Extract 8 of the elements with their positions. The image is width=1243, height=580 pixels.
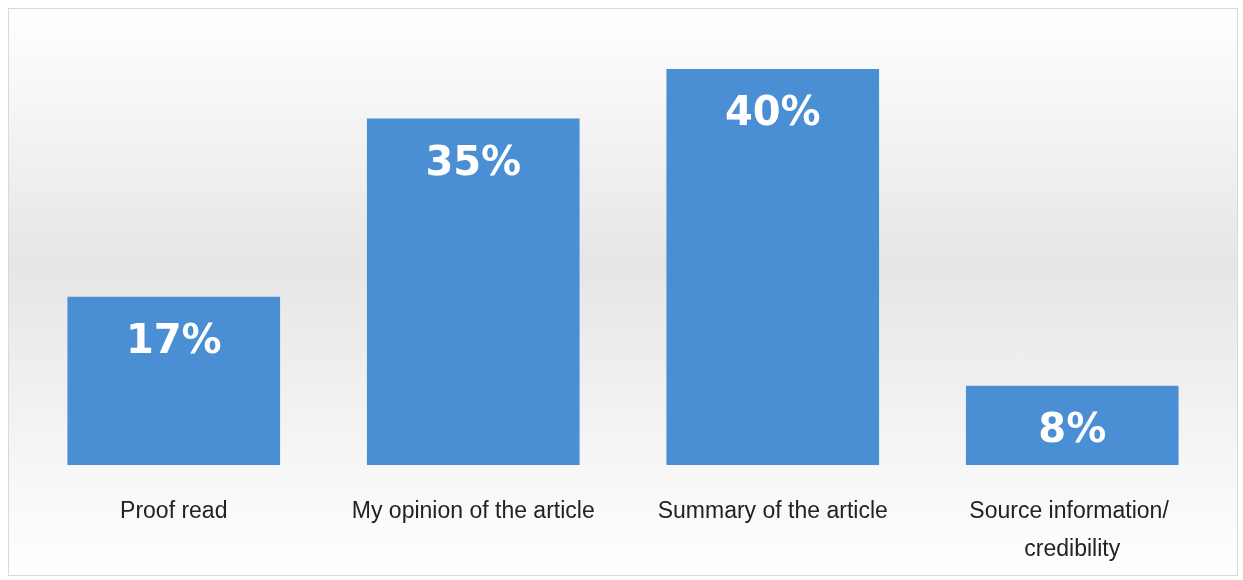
data-label: 35% <box>425 137 522 184</box>
x-tick-label: My opinion of the article <box>351 497 595 523</box>
data-label: 40% <box>724 88 821 134</box>
x-tick-label: Source information/ credibility <box>969 497 1176 561</box>
x-tick-label: Summary of the article <box>657 497 888 523</box>
data-label: 17% <box>125 315 222 362</box>
data-label: 8% <box>1038 404 1107 451</box>
x-tick-label: Proof read <box>120 497 228 523</box>
